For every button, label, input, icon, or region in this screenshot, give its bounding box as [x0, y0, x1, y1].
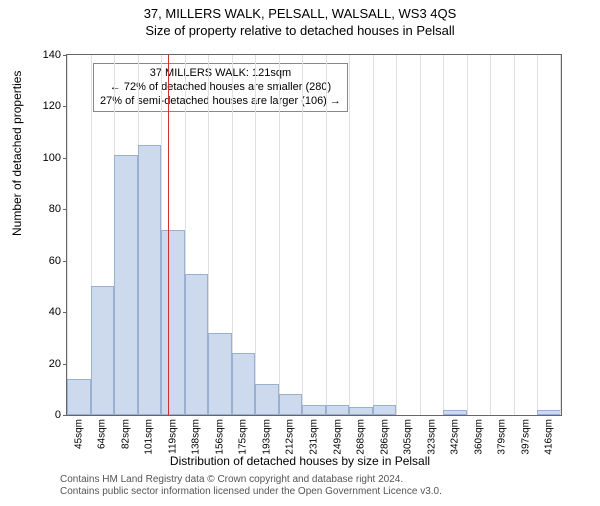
grid-line: [467, 55, 468, 415]
ytick-label: 100: [43, 152, 61, 164]
bar: [91, 286, 115, 415]
bar: [537, 410, 561, 415]
bar: [161, 230, 185, 415]
xtick-label: 249sqm: [332, 419, 343, 455]
xtick-label: 268sqm: [356, 419, 367, 455]
grid-line: [279, 55, 280, 415]
plot-area: 37 MILLERS WALK: 121sqm ← 72% of detache…: [66, 54, 562, 416]
annotation-line3: 27% of semi-detached houses are larger (…: [100, 95, 341, 109]
xtick-label: 193sqm: [261, 419, 272, 455]
chart-container: 37, MILLERS WALK, PELSALL, WALSALL, WS3 …: [0, 6, 600, 506]
ytick-label: 0: [55, 409, 61, 421]
bar: [255, 384, 279, 415]
bar: [326, 405, 350, 415]
grid-line: [490, 55, 491, 415]
annotation-line1: 37 MILLERS WALK: 121sqm: [100, 67, 341, 81]
bar: [185, 274, 209, 415]
ytick-label: 120: [43, 100, 61, 112]
xtick-label: 82sqm: [120, 419, 131, 449]
grid-line: [302, 55, 303, 415]
bar: [114, 155, 138, 415]
xtick-label: 286sqm: [379, 419, 390, 455]
x-axis-label: Distribution of detached houses by size …: [0, 454, 600, 468]
xtick-label: 397sqm: [520, 419, 531, 455]
bar: [138, 145, 162, 415]
chart-title: 37, MILLERS WALK, PELSALL, WALSALL, WS3 …: [0, 6, 600, 21]
annotation-box: 37 MILLERS WALK: 121sqm ← 72% of detache…: [93, 63, 348, 112]
xtick-label: 416sqm: [544, 419, 555, 455]
xtick-label: 323sqm: [426, 419, 437, 455]
footer-line1: Contains HM Land Registry data © Crown c…: [60, 474, 442, 486]
xtick-label: 64sqm: [97, 419, 108, 449]
xtick-label: 156sqm: [214, 419, 225, 455]
bar: [232, 353, 256, 415]
ytick-label: 60: [49, 255, 61, 267]
grid-line: [560, 55, 561, 415]
bar: [443, 410, 467, 415]
ytick-label: 140: [43, 49, 61, 61]
grid-line: [373, 55, 374, 415]
bar: [349, 407, 373, 415]
footer: Contains HM Land Registry data © Crown c…: [60, 474, 442, 498]
xtick-label: 119sqm: [167, 419, 178, 454]
grid-line: [255, 55, 256, 415]
ytick-label: 40: [49, 306, 61, 318]
grid-line: [514, 55, 515, 415]
xtick-label: 175sqm: [238, 419, 249, 455]
footer-line2: Contains public sector information licen…: [60, 486, 442, 498]
bar: [279, 394, 303, 415]
ytick-mark: [63, 415, 67, 416]
grid-line: [67, 55, 68, 415]
bar: [302, 405, 326, 415]
xtick-label: 212sqm: [285, 419, 296, 455]
xtick-label: 45sqm: [73, 419, 84, 449]
xtick-label: 138sqm: [191, 419, 202, 455]
grid-line: [537, 55, 538, 415]
xtick-label: 305sqm: [403, 419, 414, 455]
xtick-label: 101sqm: [144, 419, 155, 455]
xtick-label: 379sqm: [497, 419, 508, 455]
grid-line: [326, 55, 327, 415]
ytick-label: 80: [49, 203, 61, 215]
y-axis-label: Number of detached properties: [10, 71, 24, 236]
reference-line: [168, 55, 169, 415]
bar: [373, 405, 397, 415]
chart-subtitle: Size of property relative to detached ho…: [0, 23, 600, 38]
bar: [208, 333, 232, 415]
xtick-label: 342sqm: [450, 419, 461, 455]
grid-line: [349, 55, 350, 415]
annotation-line2: ← 72% of detached houses are smaller (28…: [100, 81, 341, 95]
grid-line: [396, 55, 397, 415]
grid-line: [443, 55, 444, 415]
xtick-label: 231sqm: [309, 419, 320, 455]
grid-line: [420, 55, 421, 415]
ytick-label: 20: [49, 358, 61, 370]
xtick-label: 360sqm: [473, 419, 484, 455]
bar: [67, 379, 91, 415]
